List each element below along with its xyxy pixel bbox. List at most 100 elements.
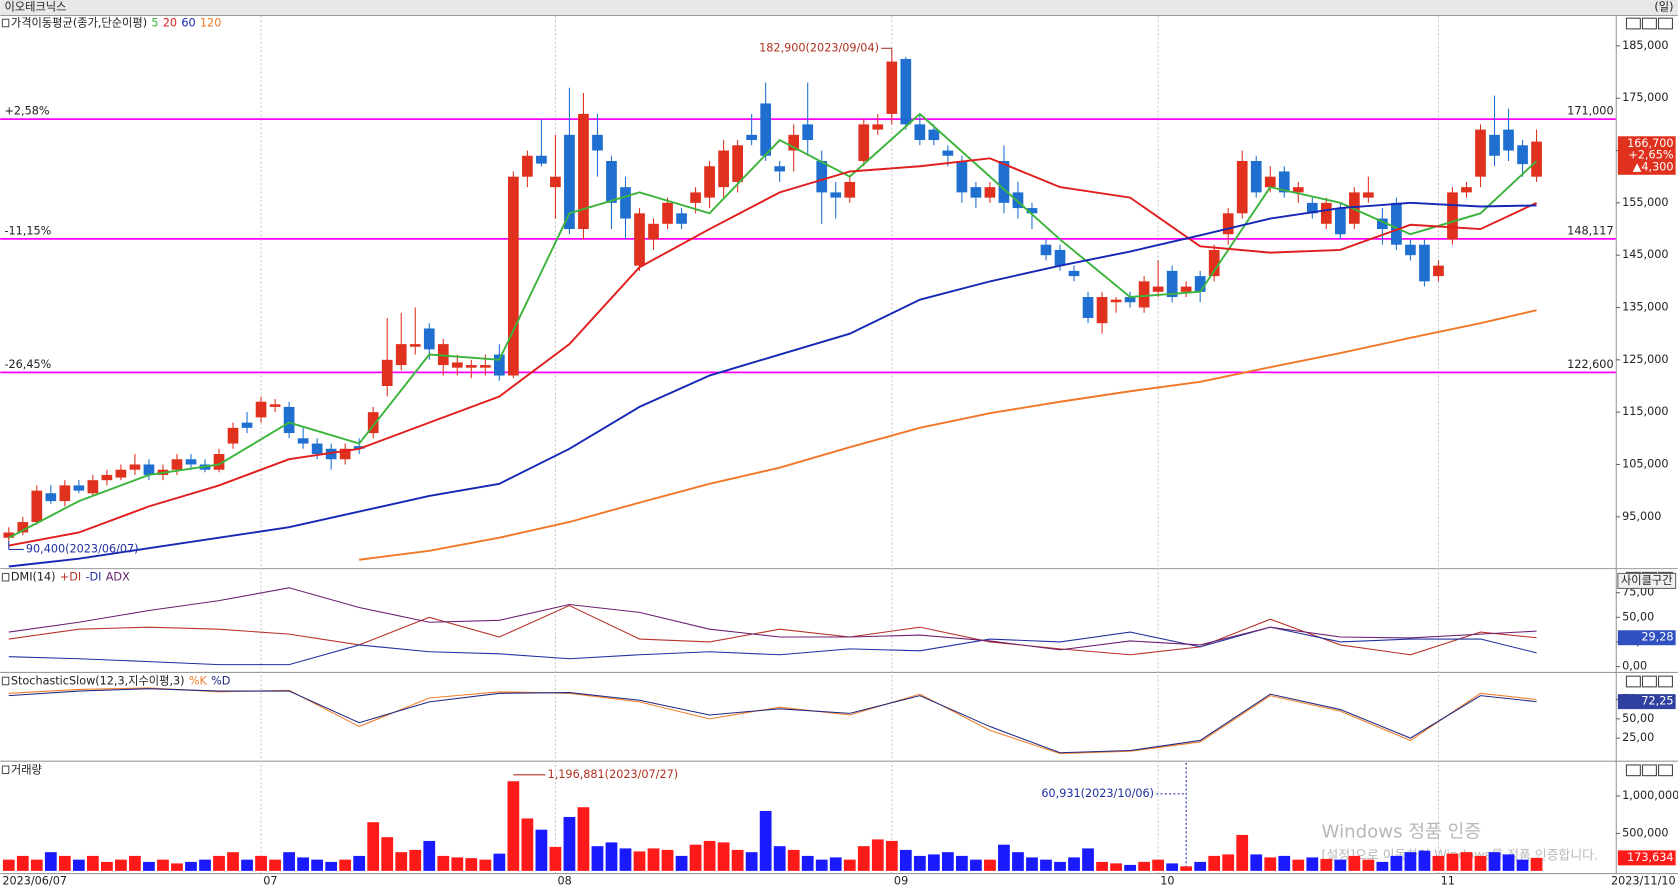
annotation: 90,400(2023/06/07) [26,542,139,555]
volume-bar [563,816,576,871]
candle-body [662,202,673,224]
candle-body [185,459,197,465]
window-button[interactable] [1641,675,1657,688]
volume-bar [1306,857,1319,871]
volume-bar [269,859,281,871]
volume-bar [311,859,324,871]
candle-body [45,493,57,502]
window-button[interactable] [1625,675,1641,688]
candle-body [409,344,421,347]
candle-body [87,480,99,494]
y-tick-label: 1,000,000 [1622,789,1678,802]
volume-bar [1040,859,1052,871]
series-line [8,587,1537,651]
series-line [8,157,1537,547]
volume-bar [2,859,15,871]
candle-body [367,412,379,434]
candle-body [451,362,463,368]
volume-bar [1292,859,1305,871]
cycle-button-label: 사이클구간 [1621,574,1673,587]
candle-body [1264,176,1276,188]
level-label: 122,600 [1567,358,1613,371]
window-button[interactable] [1641,17,1657,30]
window-button[interactable] [1625,17,1641,30]
candle-body [1363,192,1374,198]
candle-body [3,532,15,538]
last-value-label: 173,634 [1627,851,1673,864]
series-line [359,309,1537,561]
volume-bar [44,852,57,871]
candle-body [1334,208,1346,235]
window-button[interactable] [1657,764,1673,777]
volume-bar [367,822,380,871]
volume-bar [171,863,183,871]
volume-bar [801,855,814,871]
candle-body [956,160,968,193]
x-tick-label: 10 [1160,875,1174,888]
volume-bar [885,840,898,871]
x-tick-label: 2023/11/10 [1611,875,1676,888]
x-tick-label: 08 [558,875,572,888]
window-button[interactable] [1641,764,1657,777]
candle-body [1152,286,1164,292]
series-line [8,201,1537,568]
window-button[interactable] [1657,675,1673,688]
volume-bar [1334,859,1347,871]
candle-body [353,446,365,449]
volume-bar [86,855,99,871]
candle-body [1250,160,1262,193]
volume-bar [143,861,155,871]
volume-bar [297,857,310,871]
window-button[interactable] [1625,764,1641,777]
candle-body [984,187,996,198]
volume-bar [409,849,422,871]
volume-bar [1208,855,1221,871]
candle-body [606,160,617,203]
level-pct: -11,15% [4,224,51,237]
volume-bar [1250,854,1263,871]
cycle-button[interactable] [1617,572,1677,589]
series-line [8,688,1537,754]
volume-bar [479,859,492,871]
candle-body [465,365,477,368]
candle-body [59,485,71,502]
volume-bar [970,859,982,871]
window-button[interactable] [1657,17,1673,30]
volume-bar [843,859,856,871]
volume-bar [115,859,127,871]
volume-bar [1054,861,1066,871]
candle-body [648,223,659,240]
volume-bar [759,810,772,871]
volume-bar [1376,861,1389,871]
volume-bar [129,855,141,871]
legend-entry: 60 [181,17,195,30]
volume-bar [353,855,366,871]
annotation: 60,931(2023/10/06) [1041,787,1154,800]
current-price-box [1617,136,1676,175]
y-tick-label: 50,00 [1622,610,1654,623]
candle-body [1124,297,1136,303]
series-line [8,626,1537,666]
volume-bar [1222,854,1235,871]
candle-body [970,187,982,198]
candle-body [942,150,954,156]
volume-bar [731,849,744,871]
period: (일) [1654,0,1673,13]
volume-bar [1502,854,1515,871]
candle-body [395,344,407,366]
candle-body [115,469,127,478]
level-label: 171,000 [1567,105,1613,118]
volume-bar [927,854,940,871]
candle-body [928,129,940,141]
last-value-label: 29,28 [1641,631,1673,644]
candle-body [1068,270,1080,277]
candle-body [31,490,43,523]
volume-bar [605,842,618,871]
y-tick-label: 175,000 [1622,91,1668,104]
y-tick-label: 50,00 [1622,712,1654,725]
y-tick-label: 500,000 [1622,826,1668,839]
volume-bar [689,844,702,871]
candle-body [1138,281,1150,308]
candle-body [578,113,589,230]
